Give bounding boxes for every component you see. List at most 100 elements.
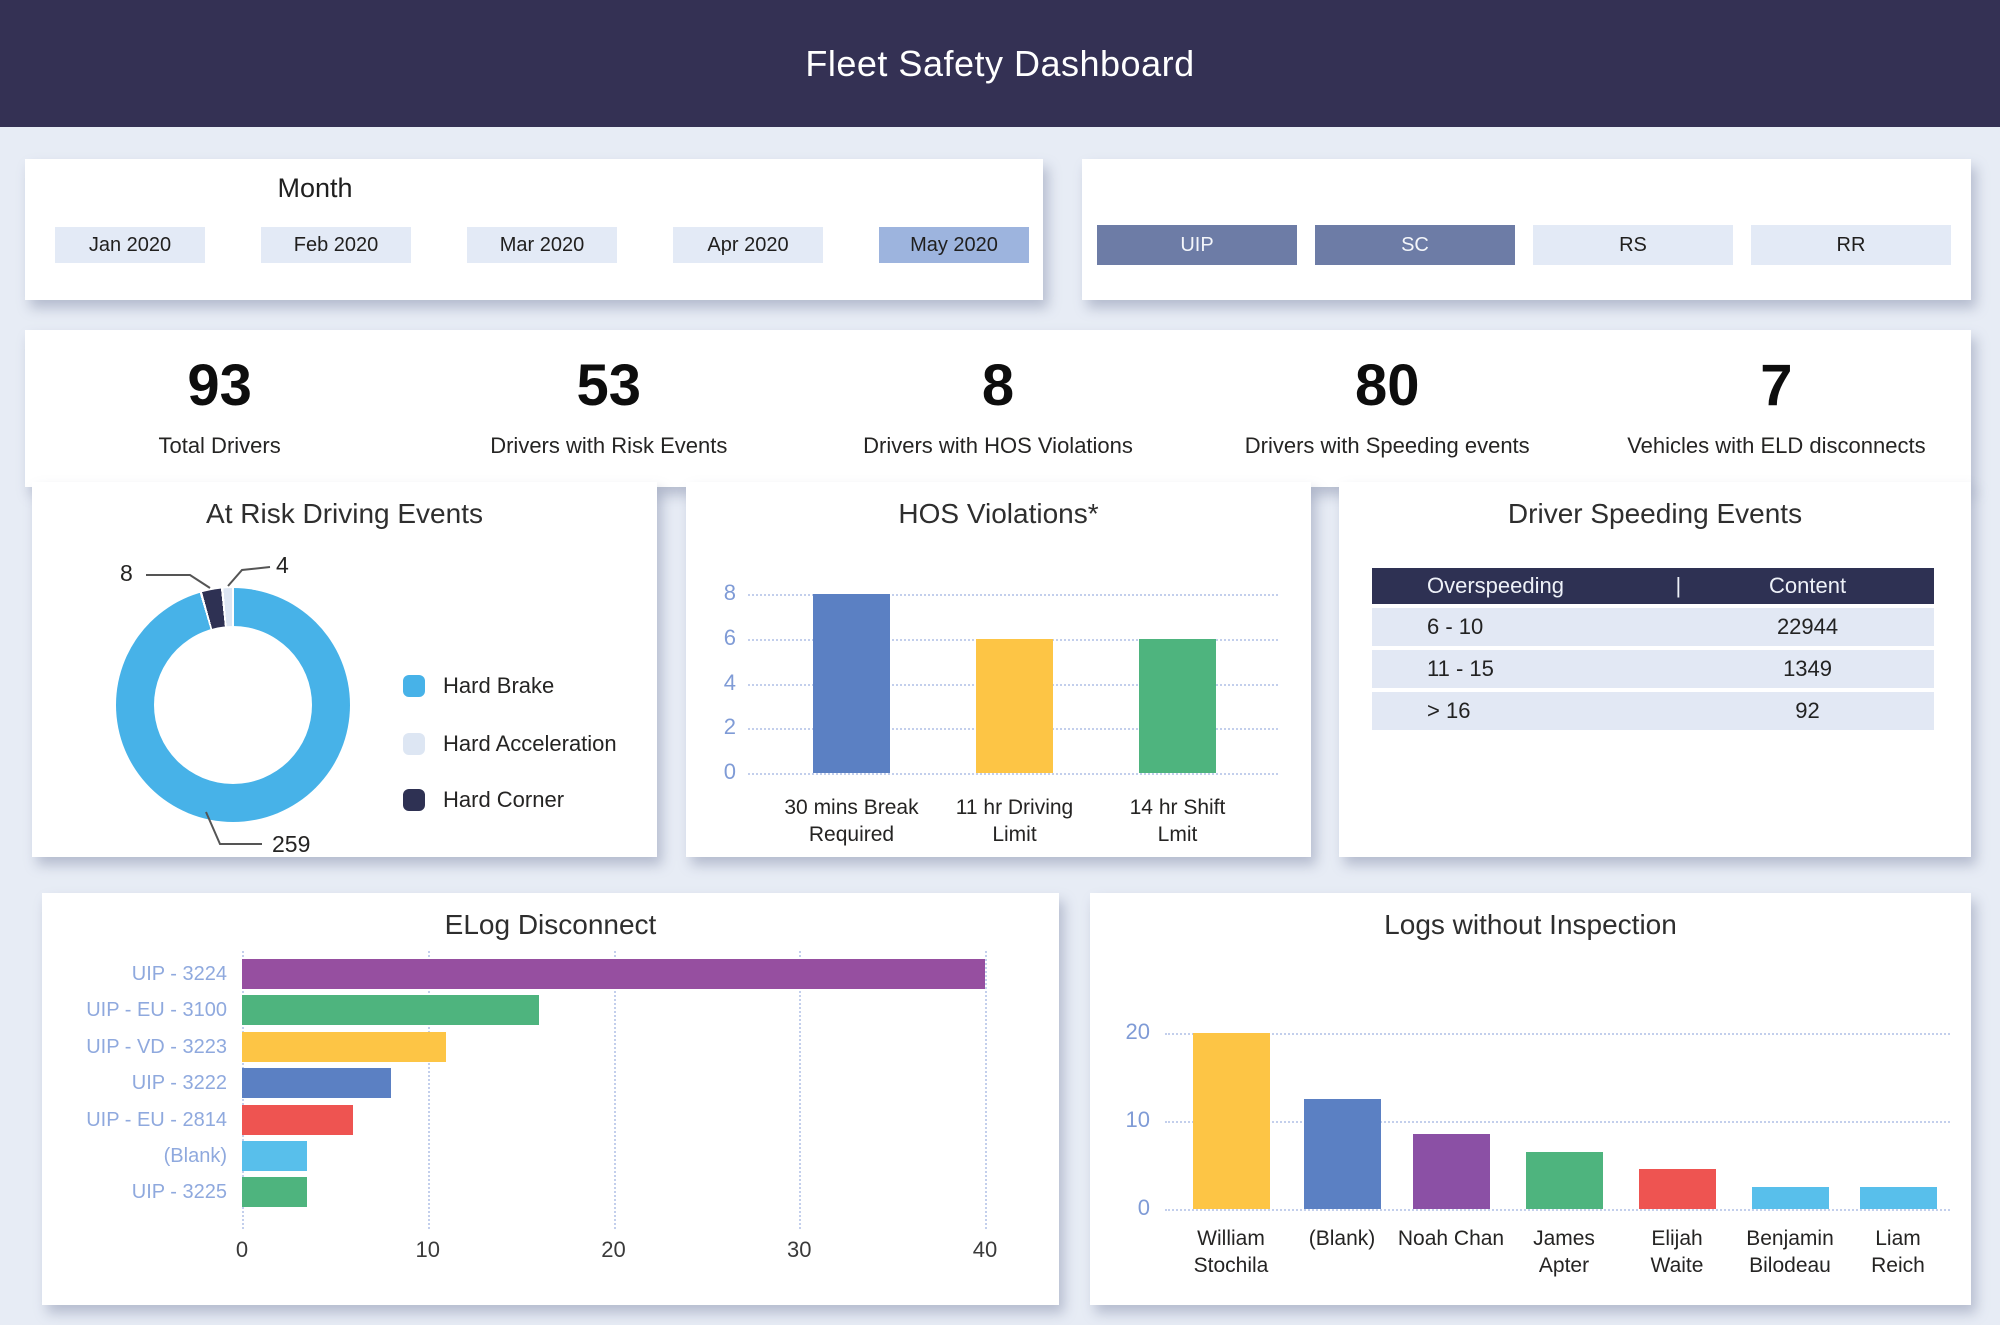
logs-category-3: Noah Chan [1397,1227,1505,1250]
logs-bar-2[interactable] [1303,1099,1381,1209]
donut-label-hard-corner: 8 [120,560,133,586]
logs-ytick-0: 0 [1137,1195,1150,1220]
logs-category-2: (Blank) [1308,1227,1376,1250]
elog-category-5: UIP - EU - 2814 [86,1108,227,1131]
elog-bar-1[interactable] [242,959,985,989]
elog-category-2: UIP - EU - 3100 [86,999,227,1022]
donut-hole [154,626,312,784]
logs-gridline-20 [1165,1033,1950,1035]
kpi-total-drivers: 93 Total Drivers [25,330,414,487]
legend-label: Hard Brake [443,673,555,698]
month-option-mar-2020[interactable]: Mar 2020 [467,227,617,263]
legend-item-hard-acceleration[interactable]: Hard Acceleration [403,729,617,759]
logs-category-1: William Stochila [1193,1227,1269,1277]
speeding-table: Overspeeding | Content 6 - 10 22944 11 - 15 13… [1339,482,1971,857]
legend-item-hard-brake[interactable]: Hard Brake [403,671,554,701]
fleet-option-uip[interactable]: UIP [1097,225,1297,265]
kpi-value: 93 [187,353,252,418]
speeding-row-3[interactable]: > 16 92 [1372,692,1934,730]
elog-bar-3[interactable] [242,1031,447,1062]
hos-ytick-0: 0 [723,759,736,784]
elog-bar-4[interactable] [242,1068,391,1099]
elog-category-1: UIP - 3224 [131,963,227,985]
kpi-value: 8 [981,353,1015,418]
kpi-label: Drivers with Speeding events [1244,433,1530,458]
donut-label-hard-acceleration: 4 [276,552,289,578]
hos-category-3: 14 hr Shift Lmit [1129,796,1226,846]
hos-category-1: 30 mins Break Required [784,796,919,846]
driver-speeding-events-card: Driver Speeding Events Overspeeding | Cont… [1339,482,1971,857]
elog-xtick-20: 20 [601,1237,626,1262]
logs-without-inspection-card: Logs without Inspection 20 10 0 William Sto… [1090,893,1971,1305]
speeding-range: > 16 [1427,698,1471,723]
speeding-row-2[interactable]: 11 - 15 1349 [1372,650,1934,688]
kpi-value: 80 [1354,353,1420,418]
legend-swatch [403,733,425,755]
logs-bar-3[interactable] [1412,1134,1490,1209]
donut-label-hard-brake: 259 [272,831,311,857]
speeding-count: 1349 [1783,656,1833,681]
hos-gridline-8 [748,594,1278,596]
kpi-label: Vehicles with ELD disconnects [1627,433,1926,458]
elog-bar-7[interactable] [242,1177,307,1208]
logs-bar-chart: 20 10 0 William Stochila (Blank) Noah Chan Jam… [1090,893,1971,1305]
elog-gridline-20 [613,951,616,1229]
elog-bar-6[interactable] [242,1141,307,1171]
hos-bar-3[interactable] [1139,638,1216,773]
elog-bar-2[interactable] [242,995,540,1026]
donut-ring[interactable] [116,588,350,822]
elog-xtick-30: 30 [787,1237,812,1262]
speeding-range: 11 - 15 [1427,656,1494,681]
fleet-option-rs[interactable]: RS [1533,225,1733,265]
hos-gridline-0 [748,773,1278,775]
logs-bar-4[interactable] [1525,1151,1603,1209]
speeding-row-1[interactable]: 6 - 10 22944 [1372,608,1934,646]
page-title: Fleet Safety Dashboard [805,42,1195,84]
hos-category-2: 11 hr Driving Limit [955,796,1074,846]
month-slicer-card: Month Jan 2020 Feb 2020 Mar 2020 Apr 2020 Ma… [25,159,1043,300]
hos-ytick-6: 6 [723,624,736,650]
speeding-count: 92 [1795,698,1820,723]
kpi-value: 53 [576,353,642,418]
fleet-option-sc[interactable]: SC [1315,225,1515,265]
elog-gridline-40 [985,951,987,1229]
month-option-apr-2020[interactable]: Apr 2020 [673,227,823,263]
month-option-jan-2020[interactable]: Jan 2020 [55,227,205,263]
elog-category-4: UIP - 3222 [131,1072,227,1095]
month-option-may-2020[interactable]: May 2020 [879,227,1029,263]
month-option-feb-2020[interactable]: Feb 2020 [261,227,411,263]
speeding-range: 6 - 10 [1427,614,1484,639]
logs-bar-7[interactable] [1859,1187,1937,1209]
at-risk-donut-chart: 8 4 259 Hard Brake Hard Acceleration Hard Co… [32,482,657,857]
logs-category-4: James Apter [1533,1227,1595,1277]
kpi-drivers-with-hos-violations: 8 Drivers with HOS Violations [803,330,1192,487]
legend-item-hard-corner[interactable]: Hard Corner [403,785,564,815]
logs-ytick-10: 10 [1125,1107,1150,1132]
logs-bar-1[interactable] [1192,1033,1270,1209]
hos-bar-1[interactable] [813,594,890,773]
hos-violations-card: HOS Violations* 8 6 4 2 0 30 mins Break Requi… [686,482,1311,857]
elog-xtick-40: 40 [972,1237,998,1262]
hos-ytick-4: 4 [723,669,736,695]
hos-bar-chart: 8 6 4 2 0 30 mins Break Required 11 hr Driving… [686,482,1311,857]
kpi-label: Total Drivers [158,433,281,458]
elog-disconnect-card: ELog Disconnect 0 10 20 30 40 UIP - 3224 UIP -… [42,893,1059,1305]
elog-category-3: UIP - VD - 3223 [86,1035,227,1058]
fleet-option-rr[interactable]: RR [1751,225,1951,265]
elog-category-6: (Blank) [163,1145,227,1167]
at-risk-chart-title: At Risk Driving Events [206,498,483,529]
kpi-value: 7 [1760,353,1793,418]
speeding-table-title: Driver Speeding Events [1507,498,1803,529]
hos-bar-2[interactable] [976,638,1053,773]
fleet-slicer-card: UIP SC RS RR [1082,159,1971,300]
logs-bar-5[interactable] [1638,1169,1716,1209]
elog-xtick-10: 10 [415,1237,440,1262]
kpi-label: Drivers with HOS Violations [863,433,1133,458]
speeding-table-header: Overspeeding | Content [1372,568,1934,604]
elog-bar-5[interactable] [242,1104,354,1135]
legend-swatch [403,675,425,697]
hos-ytick-8: 8 [723,580,736,605]
logs-gridline-0 [1165,1209,1950,1211]
logs-bar-6[interactable] [1751,1187,1829,1209]
